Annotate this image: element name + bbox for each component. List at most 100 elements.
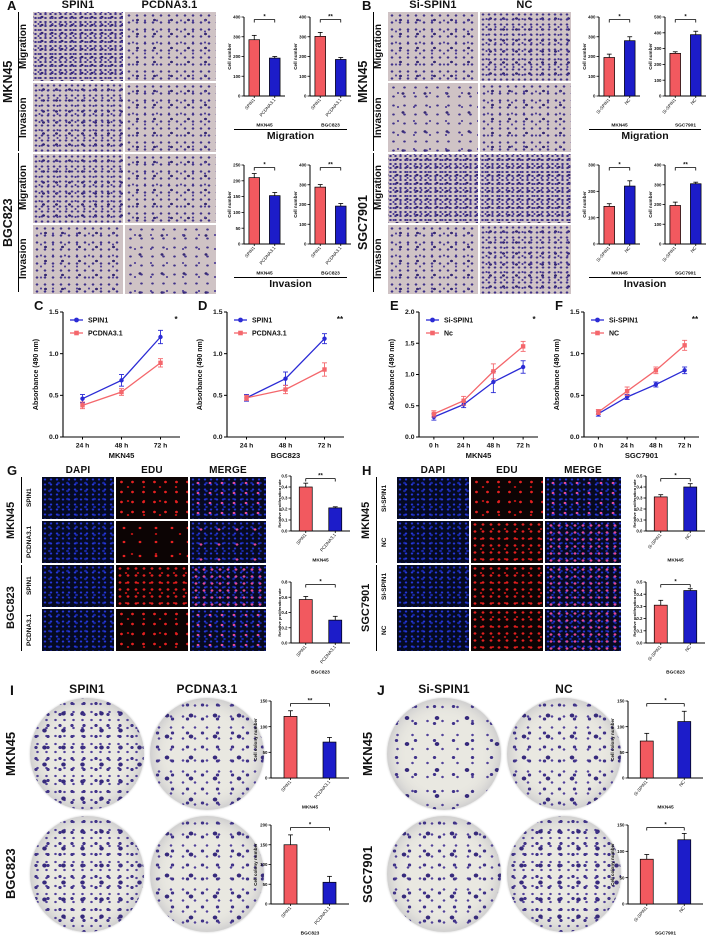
panel-b-letter: B (362, 0, 372, 13)
micrograph-edu (116, 609, 188, 651)
bar-chart-a-migration-mkn45: 0 100 200 300 400 Cell number SPIN1 PCDNA3.1 * MK… (226, 8, 288, 128)
svg-text:Cell number: Cell number (227, 191, 232, 218)
svg-text:1.0: 1.0 (213, 351, 223, 358)
svg-text:*: * (263, 14, 266, 20)
svg-text:Si-SPIN1: Si-SPIN1 (633, 905, 649, 923)
svg-text:SPIN1: SPIN1 (310, 245, 323, 259)
svg-text:0.0: 0.0 (405, 434, 415, 441)
svg-text:300: 300 (588, 34, 596, 39)
svg-text:MKN45: MKN45 (611, 271, 628, 277)
svg-text:BGC823: BGC823 (301, 931, 320, 937)
micrograph-mkn45-migration-nc (480, 12, 571, 81)
svg-text:48 h: 48 h (115, 443, 129, 450)
svg-text:200: 200 (588, 189, 596, 194)
line-chart-sgc7901-knockdown: 0.0 0.5 1.0 1.5 0 h 24 h 48 h 72 h SGC7901 Absorb… (551, 306, 707, 464)
svg-text:72 h: 72 h (318, 443, 332, 450)
micrograph-edu (471, 521, 543, 563)
panel-b-migration-section: 0 100 200 300 400 Cell number Si-SPIN1 NC * MKN45… (581, 8, 709, 142)
micrograph-bgc823-migration-spin1 (33, 154, 123, 223)
svg-text:0.6: 0.6 (281, 595, 288, 600)
panel-g-cellline-mkn45: MKN45 (5, 477, 22, 563)
svg-text:*: * (618, 14, 621, 20)
svg-text:0.2: 0.2 (636, 616, 643, 621)
micrograph-dapi (397, 609, 469, 651)
panel-g-row-spin1-2: SPIN1 (26, 576, 33, 596)
svg-text:*: * (618, 162, 621, 168)
svg-text:0.3: 0.3 (281, 496, 288, 501)
svg-text:Si-SPIN1: Si-SPIN1 (444, 317, 473, 324)
svg-text:MKN45: MKN45 (466, 451, 493, 460)
svg-text:250: 250 (233, 163, 241, 168)
svg-text:PCDNA3.1: PCDNA3.1 (259, 97, 277, 117)
panel-d: D 0.0 0.5 1.0 1.5 24 h 48 h 72 h BGC823 Absorban… (194, 298, 352, 465)
svg-text:1.5: 1.5 (570, 309, 580, 316)
section-underline (234, 129, 347, 130)
svg-text:200: 200 (299, 202, 307, 207)
panel-b: B Si-SPIN1 NC MKN45 SGC7901 Migration In… (355, 0, 709, 298)
panel-i-header-pcdna31: PCDNA3.1 (176, 682, 238, 696)
svg-text:100: 100 (654, 222, 662, 227)
panel-g-letter: G (7, 463, 18, 478)
panel-c-letter: C (34, 298, 44, 313)
svg-text:PCDNA3.1: PCDNA3.1 (325, 245, 343, 265)
panel-a-row-migration-2: Migration (18, 165, 29, 210)
svg-text:Si-SPIN1: Si-SPIN1 (595, 97, 611, 115)
svg-text:Relative proliferation rate: Relative proliferation rate (277, 588, 282, 637)
svg-text:200: 200 (654, 62, 662, 67)
svg-text:0.5: 0.5 (281, 474, 288, 479)
micrograph-dapi (397, 477, 469, 519)
svg-text:200: 200 (654, 202, 662, 207)
micrograph-mkn45-invasion-nc (480, 83, 571, 152)
svg-text:24 h: 24 h (240, 443, 254, 450)
bar-chart-b-invasion-mkn45: 0 100 200 300 Cell number Si-SPIN1 NC * MKN45 (581, 156, 643, 276)
colony-dish-sgc7901-nc (507, 816, 621, 932)
bar-chart-a-invasion-mkn45: 0 50 100 150 200 250 Cell number SPIN1 PCDNA3.1 *… (226, 156, 288, 276)
panel-d-letter: D (198, 298, 208, 313)
svg-text:MKN45: MKN45 (611, 123, 628, 129)
svg-text:SPIN1: SPIN1 (252, 317, 272, 324)
svg-text:Nc: Nc (444, 330, 453, 337)
panel-h-header-edu: EDU (496, 465, 518, 476)
svg-text:Absorbance (490 nm): Absorbance (490 nm) (33, 339, 40, 410)
svg-text:*: * (674, 579, 677, 585)
svg-text:400: 400 (654, 30, 662, 35)
svg-text:MKN45: MKN45 (657, 805, 674, 811)
svg-text:MKN45: MKN45 (302, 805, 319, 811)
svg-text:NC: NC (609, 330, 619, 337)
svg-text:100: 100 (654, 78, 662, 83)
svg-text:BGC823: BGC823 (666, 670, 685, 676)
micrograph-merge (190, 477, 266, 519)
svg-text:*: * (674, 473, 677, 479)
svg-text:48 h: 48 h (649, 443, 663, 450)
svg-text:**: ** (683, 162, 688, 168)
bar-chart-i-mkn45: 0 50 100 150 Cell colony number SPIN1 PCDNA3.1… (252, 692, 352, 810)
colony-dish-mkn45-sispin1 (387, 698, 501, 810)
svg-text:Cell number: Cell number (293, 191, 298, 218)
svg-text:1.5: 1.5 (49, 309, 59, 316)
svg-text:150: 150 (617, 823, 625, 828)
bar-chart-b-migration-mkn45: 0 100 200 300 400 Cell number Si-SPIN1 NC * MKN45 (581, 8, 643, 128)
panel-a-invasion-section: 0 50 100 150 200 250 Cell number SPIN1 PCDNA3.1 *… (226, 156, 355, 290)
svg-text:0: 0 (659, 94, 662, 99)
svg-text:100: 100 (617, 849, 625, 854)
svg-text:24 h: 24 h (76, 443, 90, 450)
svg-text:0.0: 0.0 (49, 434, 59, 441)
svg-text:Si-SPIN1: Si-SPIN1 (647, 644, 663, 662)
panel-a-header-spin1: SPIN1 (61, 0, 95, 11)
svg-text:50: 50 (263, 750, 268, 755)
micrograph-merge (190, 565, 266, 607)
micrograph-merge (545, 521, 621, 563)
svg-text:SGC7901: SGC7901 (625, 451, 659, 460)
panel-g-cellline-bgc823: BGC823 (5, 565, 22, 651)
svg-text:0.0: 0.0 (636, 641, 643, 646)
svg-text:Cell number: Cell number (648, 191, 653, 218)
panel-g: G DAPI EDU MERGE MKN45 BGC823 SPIN1 PCDN… (0, 463, 355, 680)
svg-text:0.2: 0.2 (281, 625, 288, 630)
svg-text:400: 400 (299, 15, 307, 20)
bar-chart-g-mkn45: 0.0 0.1 0.2 0.3 0.4 0.5 Relative proliferation… (276, 467, 353, 563)
svg-text:50: 50 (620, 750, 625, 755)
svg-text:Cell number: Cell number (582, 43, 587, 70)
micrograph-bgc823-invasion-spin1 (33, 225, 123, 294)
svg-text:50: 50 (236, 226, 241, 231)
svg-text:MKN45: MKN45 (667, 558, 684, 564)
